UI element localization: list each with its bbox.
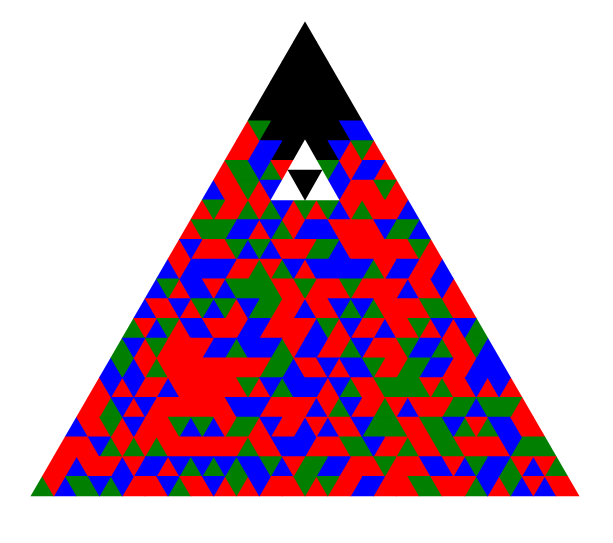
tiles-group — [31, 22, 579, 496]
tile-up — [294, 22, 317, 42]
